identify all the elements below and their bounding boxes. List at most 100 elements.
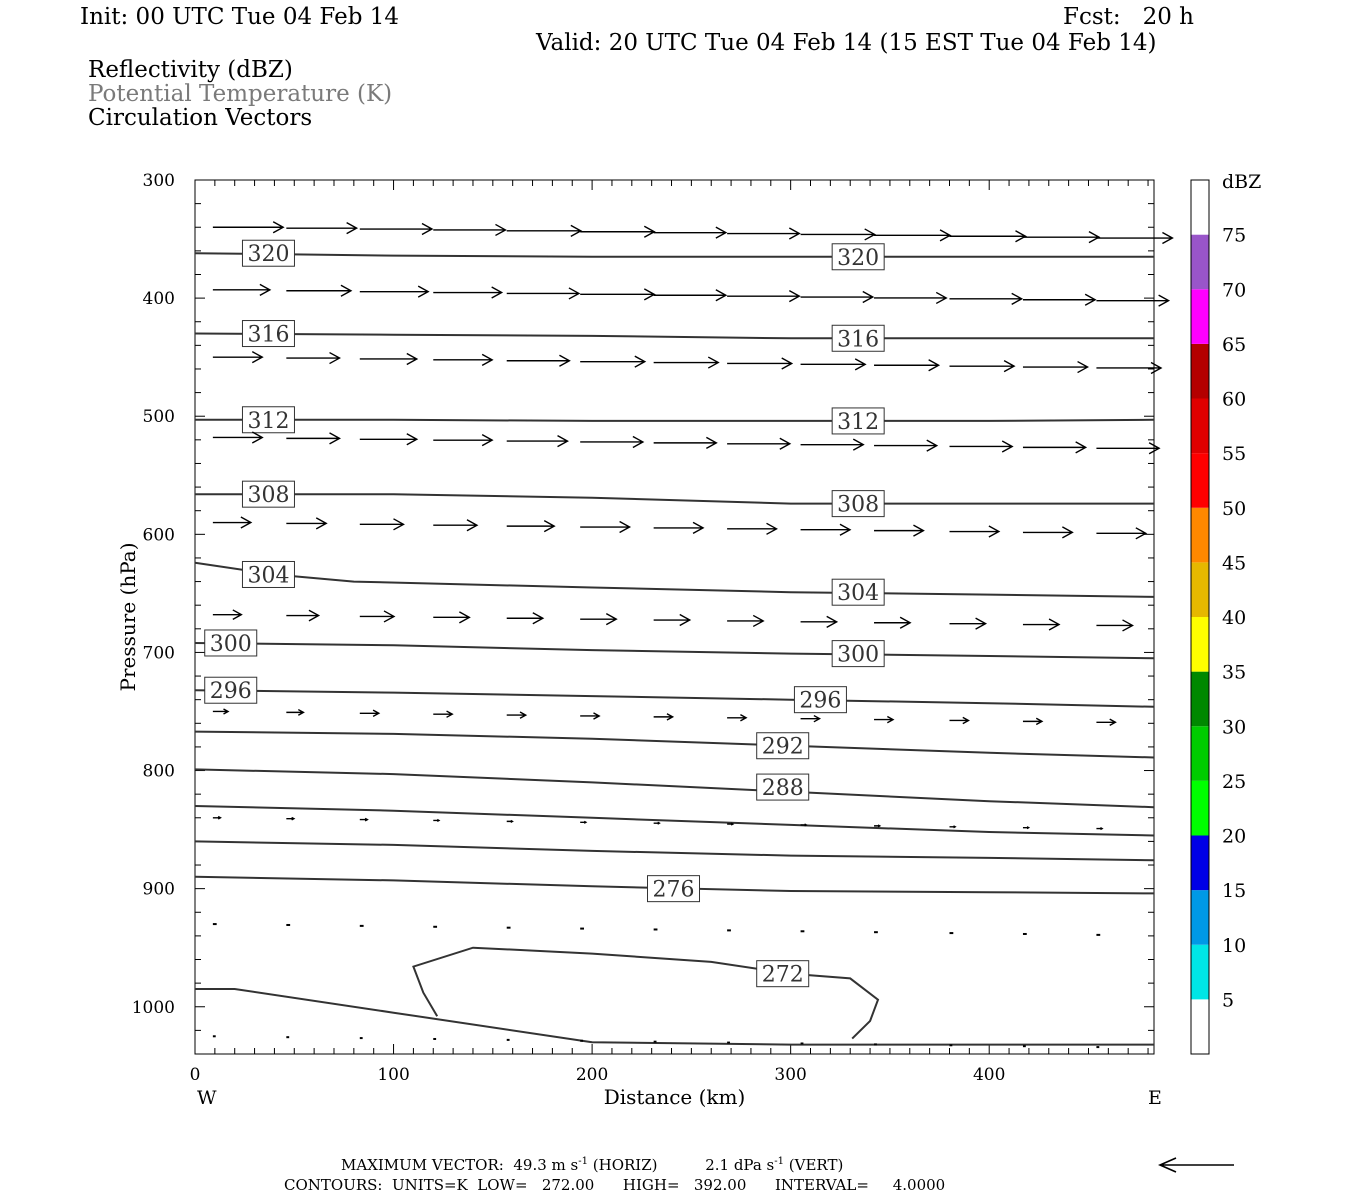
- circulation-vector: [949, 360, 1016, 373]
- theta-contour-312: [195, 418, 1155, 422]
- circulation-vector: [1096, 361, 1163, 375]
- colorbar-segment: [1191, 780, 1209, 836]
- contour-label: 316: [247, 323, 289, 348]
- circulation-vector: [1096, 527, 1148, 540]
- circulation-vector: [506, 434, 569, 448]
- contour-label-box: [241, 320, 295, 348]
- theta-contour-272: [412, 946, 880, 1040]
- theta-contour-300: [194, 642, 1155, 660]
- colorbar-tick-label: 55: [1222, 443, 1246, 465]
- contour-label-box: [204, 676, 258, 704]
- circulation-vector: [1096, 619, 1134, 632]
- circulation-vector: [1022, 826, 1031, 830]
- circulation-vector: [1096, 294, 1171, 307]
- x-tick-label: 400: [973, 1065, 1005, 1085]
- circulation-vector: [433, 434, 494, 447]
- circulation-vector: [212, 516, 253, 529]
- circulation-vector: [506, 354, 571, 367]
- circulation-vector: [433, 818, 441, 823]
- contour-label-box: [241, 480, 295, 508]
- circulation-vector: [874, 931, 878, 934]
- circulation-vector: [727, 227, 801, 240]
- circulation-vector: [1096, 442, 1161, 455]
- circulation-vector: [212, 708, 230, 715]
- contour-label-box: [831, 324, 885, 352]
- y-tick-label: 800: [143, 762, 175, 782]
- circulation-vector: [1022, 526, 1074, 539]
- field-label-reflectivity: Reflectivity (dBZ): [88, 57, 293, 83]
- circulation-vector: [874, 291, 948, 305]
- contours-info: CONTOURS: UNITS=K LOW= 272.00 HIGH= 392.…: [284, 1176, 946, 1194]
- y-tick-label: 400: [143, 289, 175, 309]
- circulation-vector: [433, 223, 507, 237]
- circulation-vector: [949, 525, 1001, 538]
- colorbar-tick-label: 40: [1222, 607, 1246, 629]
- colorbar-segment: [1191, 562, 1209, 617]
- circulation-vector: [506, 711, 528, 719]
- x-end-label-west: W: [197, 1087, 217, 1109]
- circulation-vector: [1022, 293, 1097, 306]
- x-tick-label: 300: [774, 1065, 806, 1085]
- circulation-vector: [874, 524, 925, 537]
- circulation-vector: [580, 520, 632, 534]
- y-tick-label: 500: [143, 407, 175, 427]
- circulation-vector: [580, 613, 618, 626]
- contour-label-box: [204, 629, 258, 657]
- contour-label-box: [756, 773, 810, 801]
- circulation-vector: [580, 927, 584, 930]
- circulation-vector: [653, 521, 705, 535]
- colorbar-segment: [1191, 343, 1209, 399]
- colorbar-segment: [1191, 617, 1209, 672]
- circulation-vector: [212, 283, 272, 296]
- colorbar-segment: [1191, 726, 1209, 781]
- max-vector-vert-tag: (VERT): [788, 1156, 844, 1174]
- circulation-vector: [506, 520, 556, 533]
- contour-label-box: [793, 686, 847, 714]
- circulation-vector: [949, 1044, 953, 1047]
- circulation-vector: [212, 815, 222, 820]
- colorbar-tick-label: 35: [1222, 662, 1246, 684]
- circulation-vector: [1022, 441, 1088, 454]
- circulation-vector: [949, 230, 1027, 243]
- contour-label-box: [241, 239, 295, 267]
- contour-label: 304: [247, 563, 289, 588]
- max-vector-text: MAXIMUM VECTOR: 49.3 m s-1 (HORIZ) 2.1 d…: [341, 1156, 843, 1174]
- colorbar-tick-label: 10: [1222, 935, 1246, 957]
- circulation-vector: [1096, 718, 1117, 727]
- circulation-vector: [653, 613, 692, 627]
- contour-label-box: [241, 406, 295, 434]
- max-vector-label: MAXIMUM VECTOR:: [341, 1156, 504, 1174]
- circulation-vector: [874, 229, 952, 242]
- circulation-vector: [1022, 717, 1044, 726]
- contour-label: 308: [247, 483, 289, 508]
- contour-label-box: [831, 578, 885, 606]
- contour-label: 300: [210, 632, 252, 657]
- circulation-vector: [800, 1042, 804, 1045]
- reference-vector-arrow: [1158, 1157, 1234, 1173]
- circulation-vector: [286, 708, 305, 716]
- circulation-vector: [359, 518, 405, 531]
- theta-contour-unlabeled: [194, 805, 1155, 837]
- circulation-vector: [1022, 932, 1027, 935]
- circulation-vector: [1022, 360, 1090, 374]
- circulation-vector: [727, 1041, 730, 1044]
- theta-contour-296: [194, 689, 1155, 708]
- contour-label: 320: [837, 246, 879, 271]
- contour-label: 296: [210, 679, 252, 704]
- x-tick-label: 200: [576, 1065, 608, 1085]
- circulation-vector: [800, 290, 875, 304]
- circulation-vector: [433, 925, 438, 928]
- circulation-vector: [800, 615, 839, 628]
- contour-label: 272: [762, 963, 804, 988]
- contour-label-box: [831, 407, 885, 435]
- circulation-vector: [286, 816, 296, 821]
- theta-contour-304: [194, 561, 1155, 598]
- circulation-vector: [727, 614, 765, 628]
- circulation-vector: [212, 221, 285, 234]
- colorbar-tick-label: 30: [1222, 716, 1246, 738]
- theta-contour-316: [194, 332, 1154, 340]
- colorbar-tick-label: 5: [1222, 989, 1234, 1011]
- circulation-vector: [286, 517, 328, 530]
- circulation-vector: [874, 1043, 877, 1046]
- circulation-vector: [874, 824, 882, 828]
